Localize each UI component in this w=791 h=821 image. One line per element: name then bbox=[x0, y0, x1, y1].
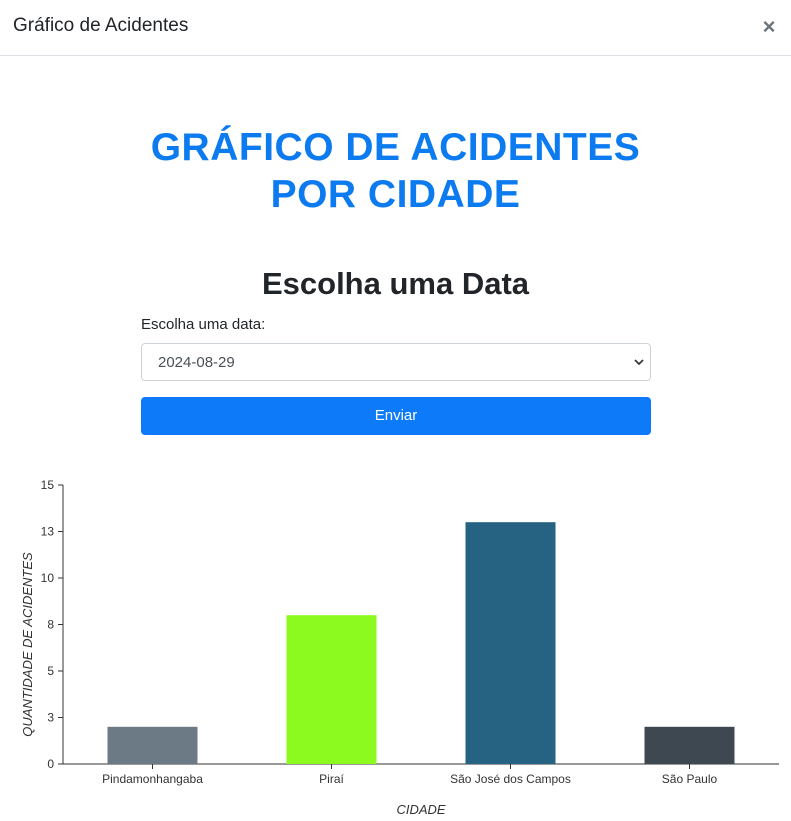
x-tick-label: Piraí bbox=[319, 772, 344, 786]
x-tick-label: São José dos Campos bbox=[450, 772, 571, 786]
date-select[interactable]: 2024-08-29 bbox=[141, 343, 651, 381]
date-section-heading: Escolha uma Data bbox=[261, 266, 530, 301]
bar-chart: 0 3 5 8 10 13 15 Pindamonhangaba Piraí São José d… bbox=[20, 478, 779, 817]
page-title-line-2: POR CIDADE bbox=[270, 173, 521, 216]
y-tick-label: 5 bbox=[47, 664, 54, 678]
chevron-down-icon bbox=[634, 359, 644, 366]
y-tick-label: 13 bbox=[41, 525, 55, 539]
bar bbox=[107, 726, 198, 764]
bar bbox=[465, 522, 556, 764]
y-tick-label: 15 bbox=[41, 478, 55, 492]
x-tick-label: Pindamonhangaba bbox=[102, 772, 203, 786]
x-tick-label: São Paulo bbox=[662, 772, 718, 786]
y-axis-label: QUANTIDADE DE ACIDENTES bbox=[20, 552, 35, 737]
date-field-label: Escolha uma data: bbox=[141, 316, 266, 333]
y-tick-label: 0 bbox=[47, 757, 54, 771]
bar bbox=[644, 726, 735, 764]
y-tick-label: 3 bbox=[47, 711, 54, 725]
x-axis-label: CIDADE bbox=[396, 802, 445, 817]
y-tick-label: 8 bbox=[47, 618, 54, 632]
modal-header: Gráfico de Acidentes × bbox=[0, 0, 791, 56]
page-title: GRÁFICO DE ACIDENTES POR CIDADE bbox=[0, 124, 791, 218]
submit-button[interactable]: Enviar bbox=[141, 397, 651, 435]
date-select-value: 2024-08-29 bbox=[158, 354, 235, 371]
modal-title: Gráfico de Acidentes bbox=[13, 15, 189, 36]
page-title-line-1: GRÁFICO DE ACIDENTES bbox=[150, 126, 641, 169]
close-button[interactable]: × bbox=[762, 14, 776, 39]
y-tick-label: 10 bbox=[41, 571, 55, 585]
bar bbox=[286, 615, 377, 764]
